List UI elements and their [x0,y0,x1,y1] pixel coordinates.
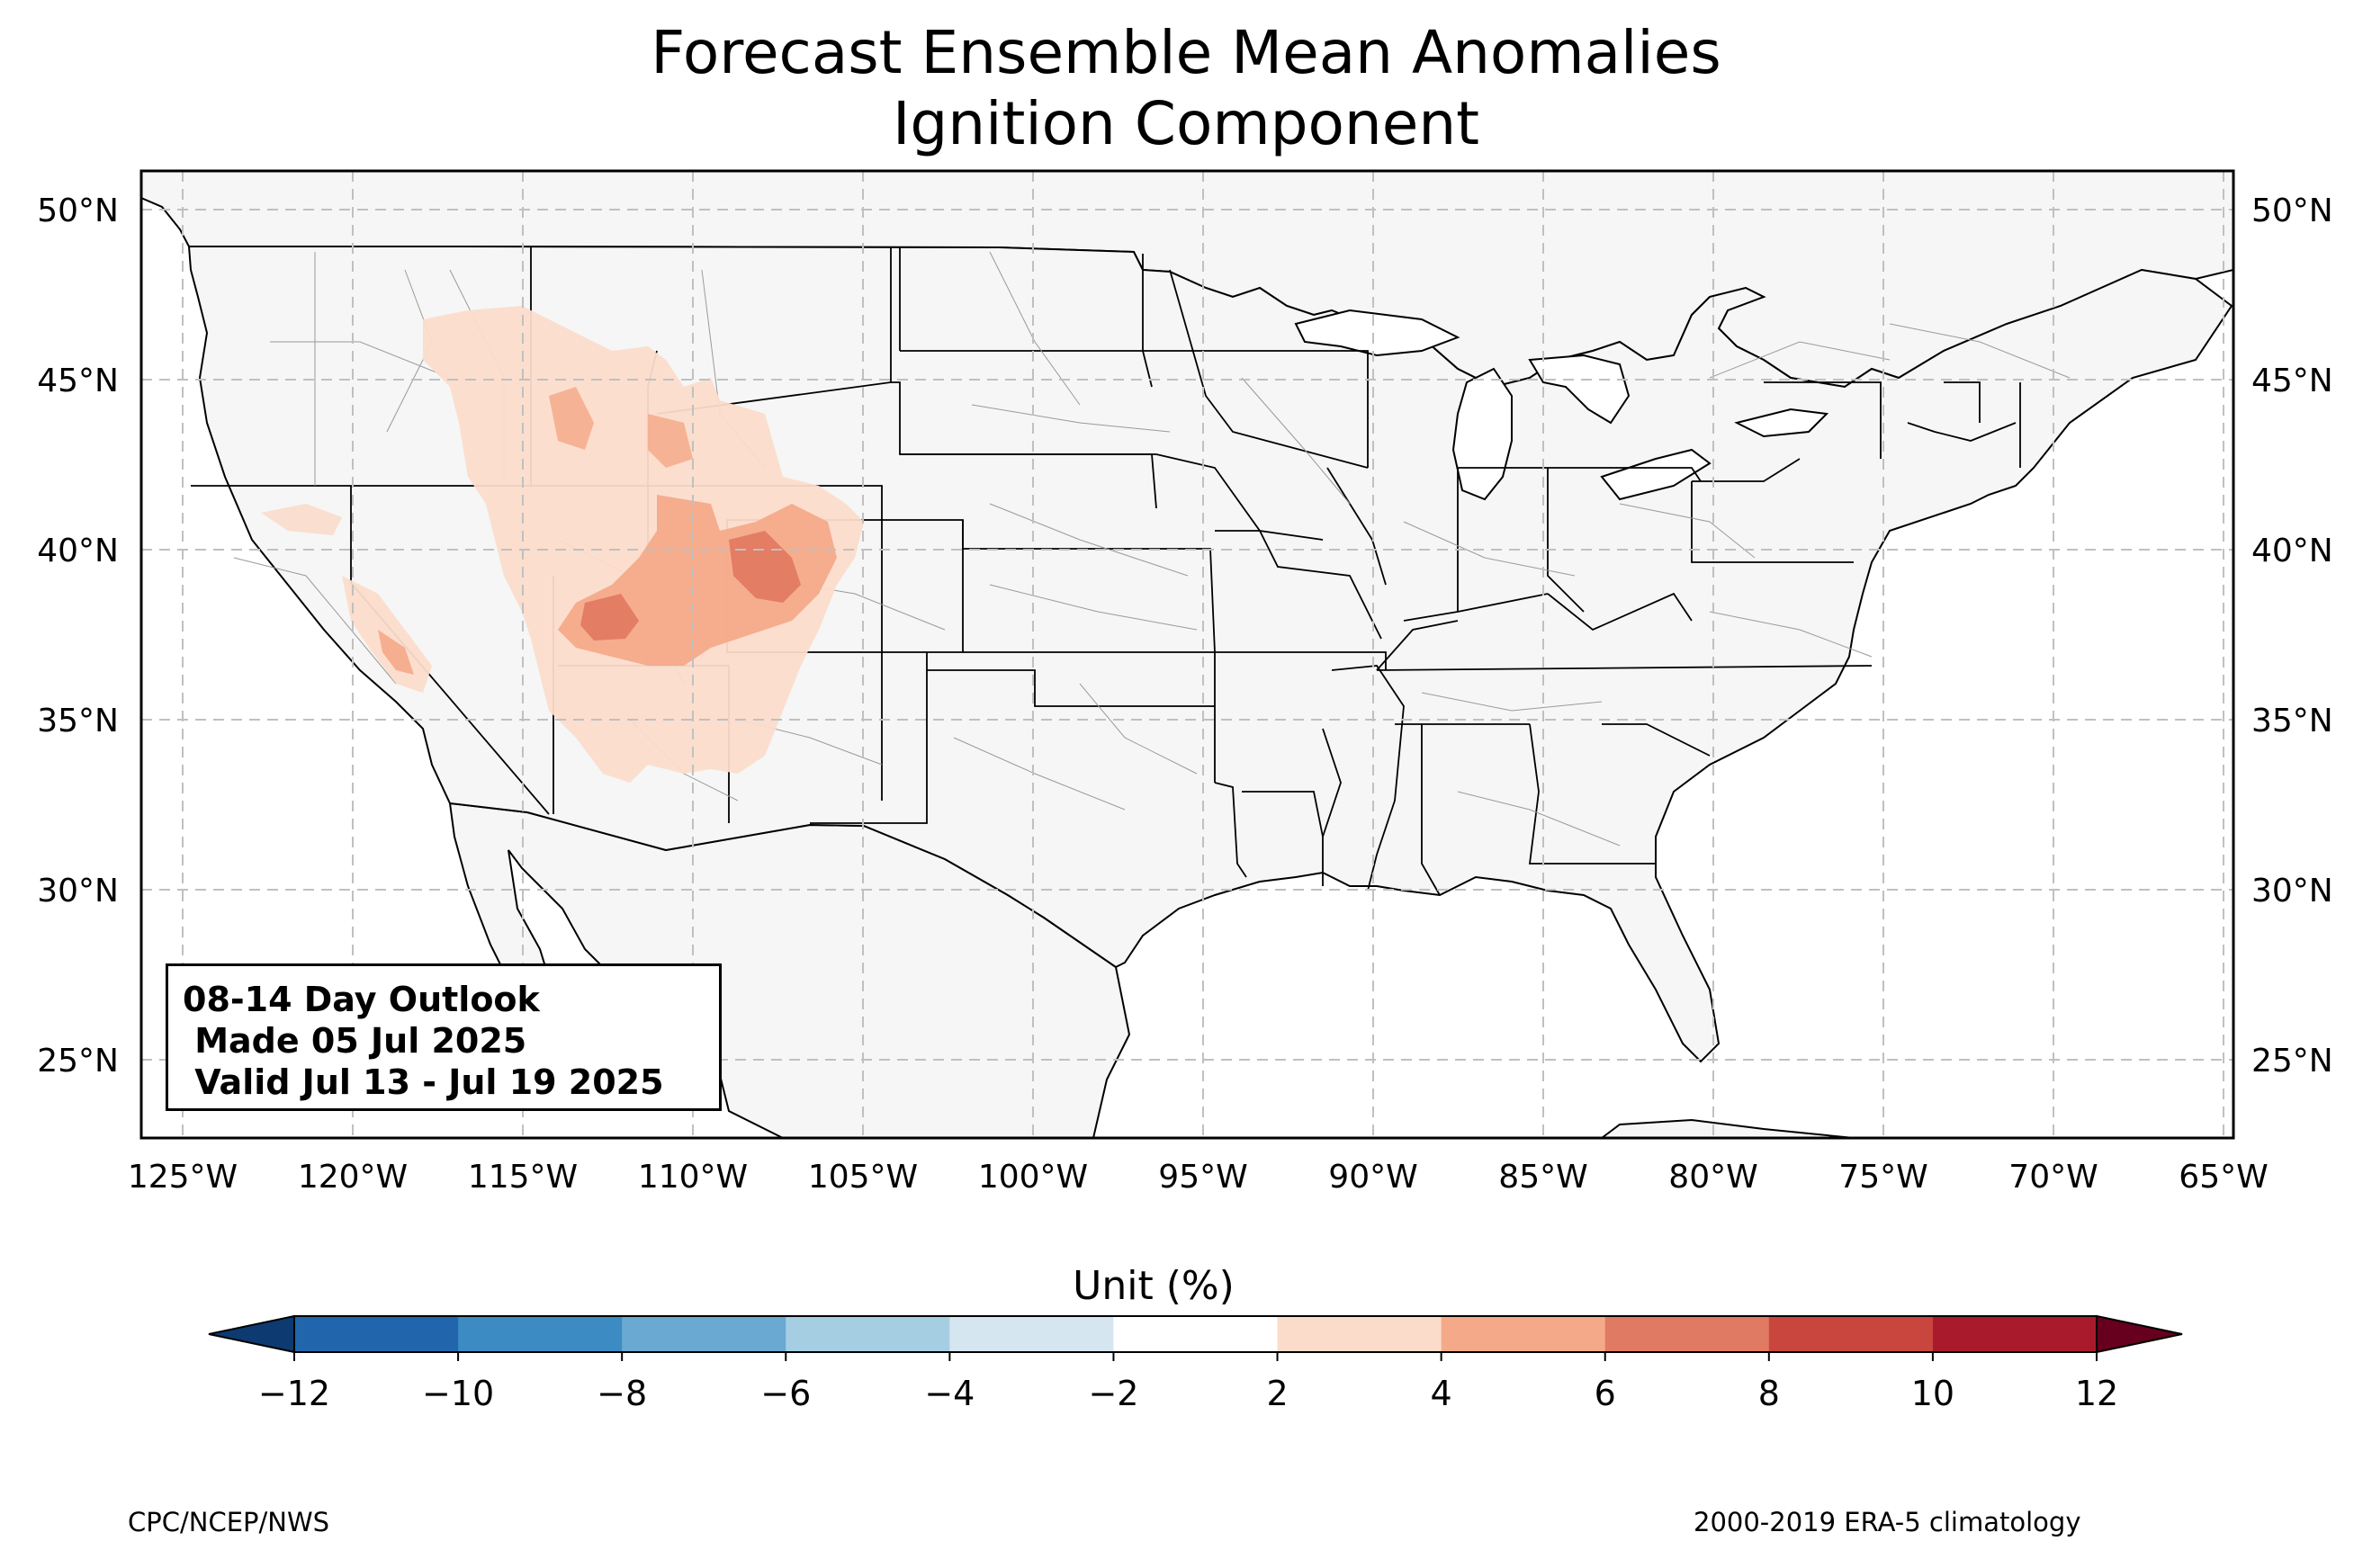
anomaly-4to6-idaho [549,387,594,450]
lat-label-25n-right: 25°N [2251,1043,2333,1080]
lat-label-45n-right: 45°N [2251,363,2333,399]
footer-source: CPC/NCEP/NWS [128,1507,330,1537]
lat-label-45n-left: 45°N [37,363,119,399]
lon-label-125w: 125°W [128,1159,238,1196]
colorbar-segment [1768,1316,1934,1352]
anomaly-4to6-wyoming [648,414,693,468]
lon-label-115w: 115°W [468,1159,578,1196]
colorbar-segment [949,1316,1114,1352]
lat-label-25n-left: 25°N [37,1043,119,1080]
lat-tick-labels-left: 50°N 45°N 40°N 35°N 30°N 25°N [37,193,119,1080]
colorbar-segment [1604,1316,1770,1352]
anomaly-4to6-sierra [378,630,414,675]
colorbar-tick-label: 10 [1911,1374,1954,1413]
anomaly-2to4-region [423,306,864,783]
lat-label-50n-right: 50°N [2251,193,2333,229]
colorbar-ticks: −12 −10 −8 −6 −4 −2 2 4 6 8 10 12 [258,1352,2118,1413]
colorbar-segment [786,1316,950,1352]
colorbar-tick-label: −12 [258,1374,330,1413]
footer-climatology: 2000-2019 ERA-5 climatology [1694,1507,2081,1537]
colorbar-segment [622,1316,786,1352]
lon-label-75w: 75°W [1838,1159,1927,1196]
colorbar-segment [1932,1316,2098,1352]
cuba-land [1600,1118,1855,1138]
gridlines [141,171,2233,1138]
colorbar-tick-label: −4 [924,1374,975,1413]
lon-label-65w: 65°W [2179,1159,2268,1196]
colorbar-tick-label: −2 [1088,1374,1138,1413]
colorbar-segment [294,1316,459,1352]
colorbar-tick-label: 6 [1595,1374,1616,1413]
anomaly-6to8-colorado [729,531,801,603]
colorbar-tick-label: 2 [1266,1374,1288,1413]
colorbar-over-arrow [2096,1314,2183,1354]
outlook-info-box: 08-14 Day Outlook Made 05 Jul 2025 Valid… [166,963,722,1111]
lat-label-40n-right: 40°N [2251,533,2333,569]
lat-label-35n-right: 35°N [2251,703,2333,739]
lat-label-30n-left: 30°N [37,873,119,909]
colorbar-outline [293,1315,2098,1353]
colorbar-segment [1113,1316,1279,1352]
colorbar-tick-label: 12 [2075,1374,2118,1413]
lon-label-105w: 105°W [808,1159,918,1196]
lon-label-80w: 80°W [1668,1159,1757,1196]
colorbar-tick-label: 4 [1431,1374,1452,1413]
outlook-line-2: Made 05 Jul 2025 [183,1021,527,1061]
colorbar-under-arrow [208,1314,295,1354]
title-line-2: Ignition Component [892,89,1480,158]
lat-label-40n-left: 40°N [37,533,119,569]
lon-label-95w: 95°W [1158,1159,1247,1196]
lon-label-120w: 120°W [298,1159,408,1196]
colorbar-tick-label: 8 [1758,1374,1780,1413]
anomaly-shading [261,306,864,783]
lat-label-35n-left: 35°N [37,703,119,739]
colorbar-tick-label: −6 [760,1374,811,1413]
colorbar-tick-label: −10 [422,1374,494,1413]
great-lakes [1294,309,1829,501]
anomaly-6to8-utah [580,594,639,641]
colorbar-segment [458,1316,623,1352]
lon-label-110w: 110°W [638,1159,748,1196]
colorbar-segment [1441,1316,1606,1352]
colorbar-segment [1277,1316,1442,1352]
anomaly-2to4-norcal [261,504,342,535]
lon-label-100w: 100°W [978,1159,1088,1196]
title-line-1: Forecast Ensemble Mean Anomalies [651,18,1721,87]
lat-label-30n-right: 30°N [2251,873,2333,909]
lat-label-50n-left: 50°N [37,193,119,229]
outlook-line-1: 08-14 Day Outlook [183,980,540,1019]
colorbar-segments [294,1316,2098,1352]
colorbar: −12 −10 −8 −6 −4 −2 2 4 6 8 10 12 [208,1314,2183,1413]
climate-division-lines [233,251,2071,847]
lon-tick-labels: 125°W 120°W 115°W 110°W 105°W 100°W 95°W… [128,1159,2269,1196]
lat-tick-labels-right: 50°N 45°N 40°N 35°N 30°N 25°N [2251,193,2333,1080]
outlook-line-3: Valid Jul 13 - Jul 19 2025 [183,1062,664,1102]
map-frame [139,169,2235,1140]
lon-label-85w: 85°W [1498,1159,1587,1196]
lon-label-90w: 90°W [1328,1159,1417,1196]
lon-label-70w: 70°W [2008,1159,2098,1196]
colorbar-tick-label: −8 [597,1374,647,1413]
colorbar-label: Unit (%) [1073,1263,1235,1309]
